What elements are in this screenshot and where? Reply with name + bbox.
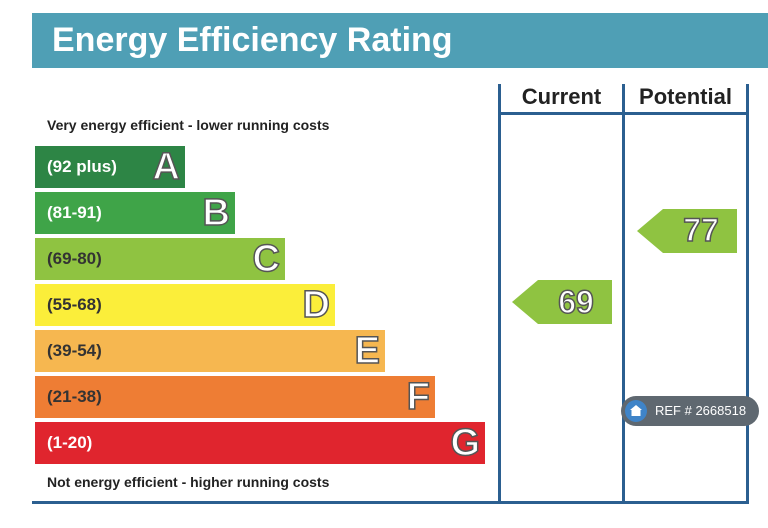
ref-text: REF # 2668518 [655, 403, 747, 418]
band-letter: G [450, 421, 481, 465]
band-letter: C [252, 237, 281, 281]
band-range-label: (39-54) [47, 341, 102, 360]
band-range-label: (1-20) [47, 433, 93, 452]
ref-badge: REF # 2668518 [621, 396, 759, 426]
band-range-label: (21-38) [47, 387, 102, 406]
column-header-current: Current [521, 84, 602, 109]
band-range-label: (69-80) [47, 249, 102, 268]
band-range-label: (55-68) [47, 295, 102, 314]
band-range-label: (92 plus) [47, 157, 117, 176]
band-d: (55-68) D [35, 283, 335, 327]
band-letter: B [202, 191, 231, 235]
rating-value: 69 [557, 283, 594, 321]
home-icon [625, 400, 647, 422]
grid-line-middle [622, 84, 625, 504]
band-a: (92 plus) A [35, 145, 185, 189]
band-letter: E [354, 329, 381, 373]
band-b: (81-91) B [35, 191, 235, 235]
column-header-potential: Potential [639, 84, 732, 109]
grid-line-left [498, 84, 501, 504]
top-caption: Very energy efficient - lower running co… [47, 117, 330, 133]
band-g: (1-20) G [35, 421, 485, 465]
bottom-border [32, 501, 749, 504]
rating-value: 77 [682, 211, 719, 249]
header-underline [498, 112, 749, 115]
chart-title: Energy Efficiency Rating [32, 13, 768, 68]
rating-arrow-potential: 77 [637, 208, 737, 253]
band-c: (69-80) C [35, 237, 285, 281]
band-e: (39-54) E [35, 329, 385, 373]
rating-arrow-current: 69 [512, 280, 612, 324]
band-letter: F [406, 375, 431, 419]
band-letter: D [302, 283, 331, 327]
grid-line-right [746, 84, 749, 504]
bottom-caption: Not energy efficient - higher running co… [47, 474, 330, 490]
band-f: (21-38) F [35, 375, 435, 419]
band-range-label: (81-91) [47, 203, 102, 222]
band-letter: A [152, 145, 181, 189]
